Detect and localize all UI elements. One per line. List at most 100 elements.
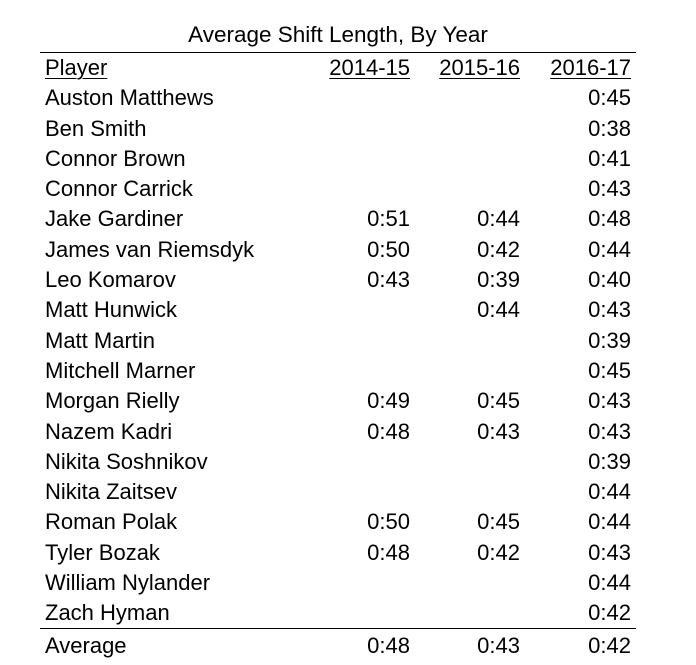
value-2014-15-cell: 0:49 — [367, 388, 410, 414]
table-top-rule — [40, 52, 636, 53]
table-row: Ben Smith 0:38 — [40, 114, 636, 144]
value-2014-15-cell — [310, 295, 410, 325]
player-name-cell: Nazem Kadri — [45, 418, 173, 444]
player-name-cell: Matt Martin — [45, 327, 156, 353]
value-2016-17-cell: 0:45 — [588, 357, 631, 383]
table-row: Roman Polak 0:50 0:45 0:44 — [40, 507, 636, 537]
value-2014-15-cell: 0:43 — [367, 267, 410, 293]
value-2016-17-cell: 0:44 — [588, 479, 631, 505]
chart-title: Average Shift Length, By Year — [188, 22, 488, 47]
value-2015-16-cell — [410, 356, 520, 386]
value-2016-17-cell: 0:42 — [588, 600, 631, 626]
value-2016-17-cell: 0:39 — [588, 448, 631, 474]
average-separator-rule — [40, 628, 636, 629]
table-row: Mitchell Marner 0:45 — [40, 356, 636, 386]
value-2016-17-cell: 0:43 — [588, 418, 631, 444]
value-2016-17-cell: 0:44 — [588, 509, 631, 535]
column-header-player: Player — [45, 55, 108, 80]
value-2016-17-cell: 0:44 — [588, 236, 631, 262]
value-2014-15-cell: 0:50 — [367, 236, 410, 262]
value-2014-15-cell — [310, 83, 410, 113]
average-row: Average 0:48 0:43 0:42 — [40, 631, 636, 660]
value-2016-17-cell: 0:38 — [588, 115, 631, 141]
value-2016-17-cell: 0:44 — [588, 570, 631, 596]
player-name-cell: Zach Hyman — [45, 600, 170, 626]
table-row: James van Riemsdyk 0:50 0:42 0:44 — [40, 235, 636, 265]
player-name-cell: William Nylander — [45, 570, 211, 596]
average-2015-16: 0:43 — [477, 632, 520, 658]
value-2016-17-cell: 0:43 — [588, 297, 631, 323]
value-2015-16-cell: 0:45 — [477, 388, 520, 414]
value-2015-16-cell: 0:44 — [477, 206, 520, 232]
value-2016-17-cell: 0:48 — [588, 206, 631, 232]
header-row: Player 2014-15 2015-16 2016-17 — [40, 53, 636, 83]
player-name-cell: James van Riemsdyk — [45, 236, 255, 262]
value-2015-16-cell: 0:39 — [477, 267, 520, 293]
column-header-2015-16: 2015-16 — [439, 55, 520, 80]
table-row: Nikita Zaitsev 0:44 — [40, 477, 636, 507]
value-2015-16-cell — [410, 447, 520, 477]
value-2016-17-cell: 0:45 — [588, 85, 631, 111]
value-2015-16-cell — [410, 477, 520, 507]
value-2014-15-cell — [310, 174, 410, 204]
value-2016-17-cell: 0:43 — [588, 176, 631, 202]
table-row: Auston Matthews 0:45 — [40, 83, 636, 113]
value-2015-16-cell — [410, 114, 520, 144]
table-row: Zach Hyman 0:42 — [40, 598, 636, 628]
player-name-cell: Mitchell Marner — [45, 357, 196, 383]
player-name-cell: Morgan Rielly — [45, 388, 180, 414]
value-2014-15-cell — [310, 477, 410, 507]
player-name-cell: Connor Brown — [45, 145, 186, 171]
average-2014-15: 0:48 — [367, 632, 410, 658]
value-2014-15-cell — [310, 356, 410, 386]
player-name-cell: Roman Polak — [45, 509, 178, 535]
value-2015-16-cell: 0:44 — [477, 297, 520, 323]
value-2014-15-cell — [310, 144, 410, 174]
value-2015-16-cell — [410, 83, 520, 113]
table-row: Nazem Kadri 0:48 0:43 0:43 — [40, 417, 636, 447]
value-2014-15-cell — [310, 326, 410, 356]
value-2014-15-cell: 0:51 — [367, 206, 410, 232]
player-name-cell: Ben Smith — [45, 115, 147, 141]
value-2016-17-cell: 0:41 — [588, 145, 631, 171]
table-row: William Nylander 0:44 — [40, 568, 636, 598]
value-2016-17-cell: 0:39 — [588, 327, 631, 353]
player-name-cell: Connor Carrick — [45, 176, 193, 202]
table-row: Matt Hunwick 0:44 0:43 — [40, 295, 636, 325]
value-2016-17-cell: 0:40 — [588, 267, 631, 293]
table-row: Matt Martin 0:39 — [40, 326, 636, 356]
table-row: Nikita Soshnikov 0:39 — [40, 447, 636, 477]
table-row: Leo Komarov 0:43 0:39 0:40 — [40, 265, 636, 295]
value-2015-16-cell: 0:42 — [477, 539, 520, 565]
average-2016-17: 0:42 — [588, 632, 631, 658]
player-name-cell: Matt Hunwick — [45, 297, 178, 323]
player-name-cell: Nikita Zaitsev — [45, 479, 178, 505]
value-2015-16-cell: 0:43 — [477, 418, 520, 444]
value-2014-15-cell — [310, 114, 410, 144]
value-2014-15-cell — [310, 598, 410, 628]
table-row: Connor Carrick 0:43 — [40, 174, 636, 204]
value-2015-16-cell — [410, 598, 520, 628]
player-name-cell: Tyler Bozak — [45, 539, 160, 565]
value-2016-17-cell: 0:43 — [588, 539, 631, 565]
player-name-cell: Leo Komarov — [45, 267, 176, 293]
value-2014-15-cell — [310, 568, 410, 598]
table-row: Connor Brown 0:41 — [40, 144, 636, 174]
value-2016-17-cell: 0:43 — [588, 388, 631, 414]
value-2015-16-cell: 0:42 — [477, 236, 520, 262]
value-2015-16-cell — [410, 326, 520, 356]
player-name-cell: Nikita Soshnikov — [45, 448, 208, 474]
shift-length-table: Player 2014-15 2015-16 2016-17 Auston Ma… — [40, 53, 636, 660]
column-header-2016-17: 2016-17 — [550, 55, 631, 80]
value-2015-16-cell — [410, 144, 520, 174]
player-name-cell: Jake Gardiner — [45, 206, 184, 232]
table-row: Tyler Bozak 0:48 0:42 0:43 — [40, 538, 636, 568]
value-2014-15-cell — [310, 447, 410, 477]
value-2014-15-cell: 0:48 — [367, 539, 410, 565]
average-label: Average — [45, 632, 127, 658]
table-row: Jake Gardiner 0:51 0:44 0:48 — [40, 204, 636, 234]
value-2014-15-cell: 0:50 — [367, 509, 410, 535]
value-2015-16-cell — [410, 568, 520, 598]
table-row: Morgan Rielly 0:49 0:45 0:43 — [40, 386, 636, 416]
player-name-cell: Auston Matthews — [45, 85, 214, 111]
